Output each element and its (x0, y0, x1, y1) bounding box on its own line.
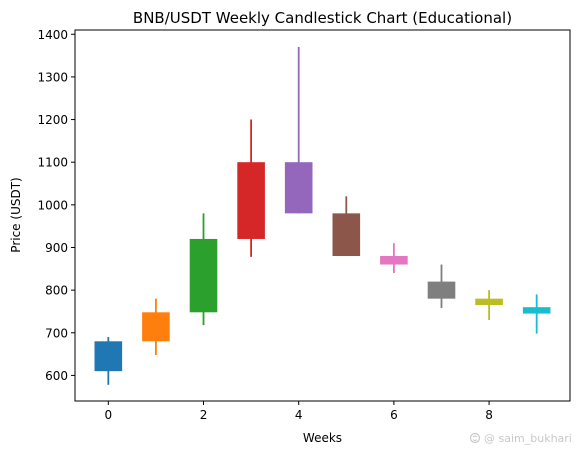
candle-body (284, 162, 313, 214)
candle-body (475, 298, 503, 306)
candle-body (522, 307, 551, 314)
thread-at-icon (469, 432, 481, 444)
y-tick-label: 1000 (37, 198, 68, 212)
y-tick-label: 600 (45, 369, 68, 383)
candle-body (142, 312, 170, 342)
x-tick-label: 2 (200, 408, 208, 422)
x-tick-label: 8 (485, 408, 493, 422)
x-tick-label: 6 (390, 408, 398, 422)
candle-body (237, 162, 265, 239)
candle-body (332, 213, 361, 257)
chart-title: BNB/USDT Weekly Candlestick Chart (Educa… (133, 9, 512, 27)
plot-frame (74, 29, 571, 402)
y-tick-label: 1300 (37, 70, 68, 84)
y-tick-label: 1200 (37, 113, 68, 127)
candle-week-1 (142, 298, 170, 355)
candle-body (427, 281, 456, 299)
watermark-text: @ saim_bukhari (484, 432, 572, 445)
x-axis-label: Weeks (303, 431, 342, 445)
candle-week-8 (475, 290, 503, 320)
candle-body (189, 238, 218, 313)
candle-week-5 (332, 196, 361, 257)
x-tick-label: 0 (104, 408, 112, 422)
candle-week-3 (237, 119, 265, 257)
y-tick-label: 1400 (37, 28, 68, 42)
candle-week-7 (427, 264, 456, 309)
y-axis-label: Price (USDT) (9, 177, 23, 252)
candle-week-2 (189, 213, 218, 326)
candle-week-0 (94, 337, 123, 385)
candle-body (94, 341, 123, 372)
watermark: @ saim_bukhari (469, 432, 572, 445)
candle-body (380, 256, 408, 265)
y-tick-label: 700 (45, 326, 68, 340)
candle-week-9 (522, 294, 551, 334)
y-tick-label: 800 (45, 284, 68, 298)
y-tick-label: 1100 (37, 156, 68, 170)
candles (94, 47, 551, 385)
axis-ticks: 600 700 800 900 1000 1100 1200 1300 1400 0 2 4 6 8 (37, 28, 492, 422)
x-tick-label: 4 (295, 408, 303, 422)
candle-week-6 (380, 243, 408, 274)
y-tick-label: 900 (45, 241, 68, 255)
candle-week-4 (284, 47, 313, 214)
